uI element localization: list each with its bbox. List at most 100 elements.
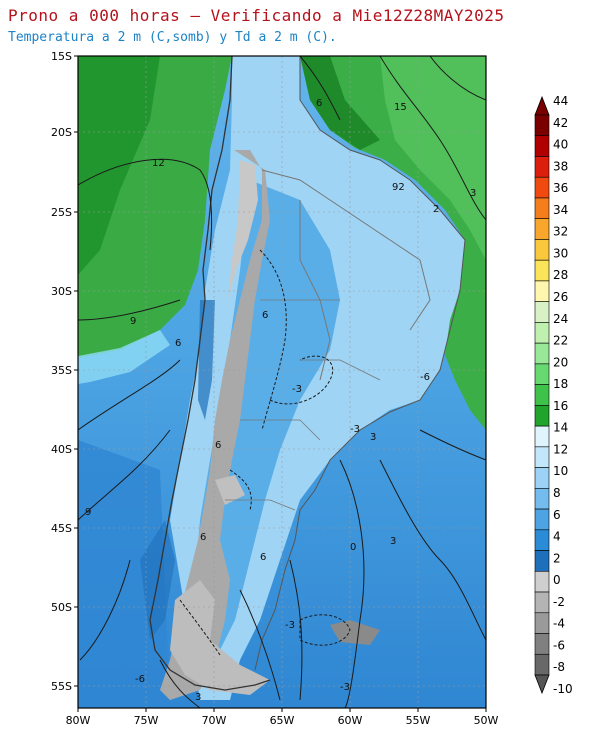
contour-label: 6 <box>215 440 221 451</box>
contour-label: -3 <box>350 424 360 435</box>
lon-label: 80W <box>66 714 91 727</box>
contour-label: 0 <box>350 542 356 553</box>
contours <box>78 56 486 708</box>
colorbar-swatch <box>534 176 550 199</box>
colorbar-swatch <box>534 342 550 365</box>
dashed-contours <box>179 249 351 656</box>
colorbar-swatch <box>534 653 550 676</box>
contour-label: 3 <box>370 432 376 443</box>
lat-label: 15S <box>51 50 72 63</box>
colorbar-label: 36 <box>553 181 568 195</box>
latitude-axis: 15S 20S 25S 30S 35S 40S 45S 50S 55S <box>51 50 78 693</box>
contour-label: -3 <box>285 620 295 631</box>
lat-label: 30S <box>51 285 72 298</box>
lat-label: 20S <box>51 126 72 139</box>
colorbar-label: 24 <box>553 312 568 326</box>
colorbar-swatch <box>534 446 550 468</box>
contour-label: 15 <box>394 102 407 113</box>
lat-label: 50S <box>51 601 72 614</box>
colorbar-label: 12 <box>553 442 568 456</box>
lon-label: 70W <box>202 714 227 727</box>
colorbar-swatch <box>534 197 550 220</box>
colorbar-label: 38 <box>553 159 568 173</box>
colorbar-swatch <box>534 570 550 593</box>
colorbar-swatch <box>534 488 550 510</box>
colorbar-label: -6 <box>553 638 565 652</box>
colorbar-label: 6 <box>553 508 561 522</box>
colorbar-label: 16 <box>553 399 568 413</box>
longitude-axis: 80W 75W 70W 65W 60W 55W 50W <box>66 708 499 727</box>
contour-label: 2 <box>433 204 439 215</box>
contour-label: -3 <box>292 384 302 395</box>
colorbar-label: 26 <box>553 290 568 304</box>
colorbar-label: 2 <box>553 551 561 565</box>
colorbar-bottom-arrow <box>534 674 550 695</box>
colorbar-label: 8 <box>553 486 561 500</box>
colorbar-label: 28 <box>553 268 568 282</box>
colorbar-label: 32 <box>553 225 568 239</box>
lat-label: 55S <box>51 680 72 693</box>
lat-label: 25S <box>51 206 72 219</box>
colorbar-label: -8 <box>553 660 565 674</box>
colorbar-label: -4 <box>553 617 565 631</box>
contour-label: -3 <box>340 682 350 693</box>
colorbar-swatch <box>534 612 550 634</box>
colorbar-label: 10 <box>553 464 568 478</box>
contour-label: -6 <box>420 372 430 383</box>
lon-label: 60W <box>338 714 363 727</box>
colorbar-swatch <box>534 135 550 157</box>
colorbar-swatch <box>534 405 550 427</box>
colorbar-label: 18 <box>553 377 568 391</box>
colorbar-swatch <box>534 529 550 551</box>
lat-label: 45S <box>51 522 72 535</box>
colorbar-swatch <box>534 259 550 282</box>
lon-label: 75W <box>134 714 159 727</box>
contour-label: 6 <box>316 98 322 109</box>
colorbar-swatch <box>534 633 550 655</box>
colorbar-swatch <box>534 114 550 137</box>
colorbar-label: 20 <box>553 355 568 369</box>
contour-label: 3 <box>195 692 201 703</box>
colorbar-label: -10 <box>553 682 573 696</box>
colorbar-swatch <box>534 425 550 448</box>
colorbar-label: 40 <box>553 138 568 152</box>
chart-title: Prono a 000 horas — Verificando a Mie12Z… <box>8 6 505 25</box>
lon-label: 50W <box>474 714 499 727</box>
colorbar-label: 44 <box>553 94 568 108</box>
colorbar-label: -2 <box>553 595 565 609</box>
contour-label: 6 <box>262 310 268 321</box>
lat-label: 35S <box>51 364 72 377</box>
contour-label: 9 <box>85 507 91 518</box>
colorbar-swatch <box>534 156 550 178</box>
colorbar-label: 22 <box>553 334 568 348</box>
colorbar-swatch <box>534 508 550 531</box>
contour-label: 3 <box>390 536 396 547</box>
colorbar-swatch <box>534 280 550 302</box>
colorbar-label: 4 <box>553 530 561 544</box>
graticule <box>78 56 486 708</box>
colorbar-swatch <box>534 218 550 240</box>
colorbar-swatch <box>534 322 550 344</box>
colorbar: 4442403836343230282624222018161412108642… <box>534 94 573 696</box>
colorbar-swatch <box>534 550 550 572</box>
chart-subtitle: Temperatura a 2 m (C,somb) y Td a 2 m (C… <box>8 30 337 45</box>
colorbar-swatch <box>534 591 550 614</box>
colorbar-label: 34 <box>553 203 568 217</box>
colorbar-label: 42 <box>553 116 568 130</box>
contour-label: 3 <box>470 188 476 199</box>
contour-label: -6 <box>135 674 145 685</box>
colorbar-swatch <box>534 363 550 385</box>
contour-label: 12 <box>152 158 165 169</box>
lat-label: 40S <box>51 443 72 456</box>
colorbar-label: 0 <box>553 573 561 587</box>
contour-label: 92 <box>392 182 405 193</box>
colorbar-swatch <box>534 301 550 323</box>
contour-label: 9 <box>130 316 136 327</box>
contour-label: 6 <box>260 552 266 563</box>
contour-label-group: 12 9 6 6 -3 0 -3 3 3 -6 15 92 2 6 3 -6 9… <box>85 98 476 703</box>
colorbar-swatch <box>534 239 550 261</box>
contour-label: 6 <box>200 532 206 543</box>
lon-label: 65W <box>270 714 295 727</box>
colorbar-swatch <box>534 384 550 406</box>
